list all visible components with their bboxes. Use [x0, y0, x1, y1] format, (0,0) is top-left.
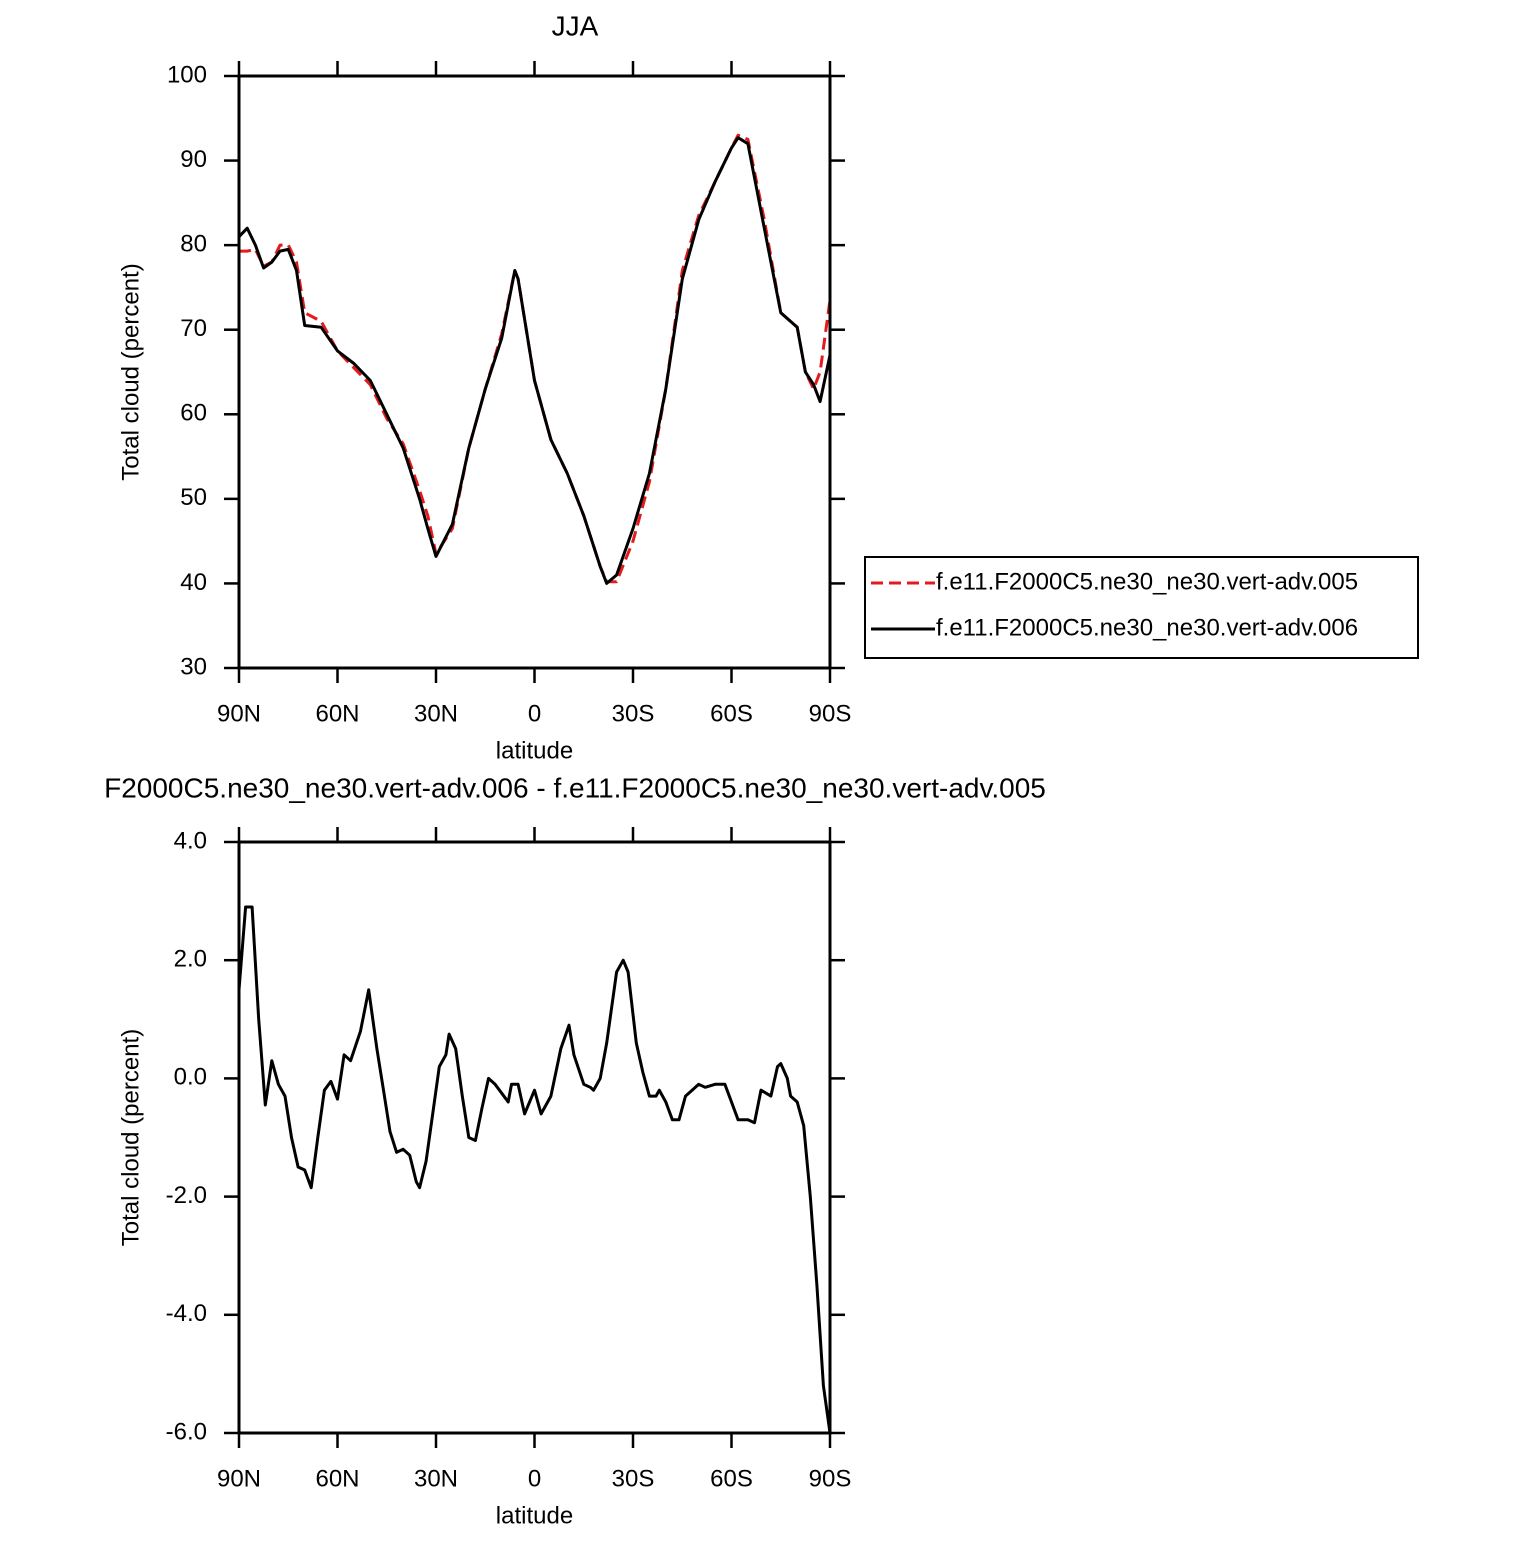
- x-tick-label: 60N: [315, 1465, 359, 1492]
- y-tick-label: 30: [180, 653, 207, 680]
- x-tick-label: 90S: [809, 700, 852, 727]
- x-axis-label: latitude: [496, 1502, 573, 1529]
- y-tick-label: 60: [180, 400, 207, 427]
- data-line: [239, 133, 832, 584]
- y-tick-label: -6.0: [166, 1418, 207, 1445]
- y-axis-label: Total cloud (percent): [117, 263, 144, 480]
- data-line: [237, 905, 832, 1434]
- y-axis-label: Total cloud (percent): [117, 1029, 144, 1246]
- legend-label: f.e11.F2000C5.ne30_ne30.vert-adv.005: [936, 568, 1358, 595]
- y-tick-label: 2.0: [174, 946, 207, 973]
- y-tick-label: 4.0: [174, 827, 207, 854]
- y-tick-label: 80: [180, 230, 207, 257]
- chart-title: JJA: [552, 10, 599, 41]
- legend-label: f.e11.F2000C5.ne30_ne30.vert-adv.006: [936, 614, 1358, 641]
- y-tick-label: 70: [180, 315, 207, 342]
- x-tick-label: 90N: [217, 700, 261, 727]
- chart-title: F2000C5.ne30_ne30.vert-adv.006 - f.e11.F…: [104, 772, 1046, 803]
- x-tick-label: 60N: [315, 700, 359, 727]
- x-tick-label: 0: [528, 1465, 541, 1492]
- y-tick-label: 100: [167, 61, 207, 88]
- y-tick-label: -2.0: [166, 1182, 207, 1209]
- x-tick-label: 90S: [809, 1465, 852, 1492]
- y-tick-label: -4.0: [166, 1300, 207, 1327]
- x-tick-label: 30S: [612, 700, 655, 727]
- x-axis-label: latitude: [496, 737, 573, 764]
- y-tick-label: 40: [180, 569, 207, 596]
- y-tick-label: 90: [180, 146, 207, 173]
- plot-frame: [237, 840, 832, 1435]
- x-tick-label: 30S: [612, 1465, 655, 1492]
- x-tick-label: 30N: [414, 1465, 458, 1492]
- legend-box: [864, 556, 1419, 659]
- x-tick-label: 90N: [217, 1465, 261, 1492]
- plot-frame: [237, 74, 832, 670]
- x-tick-label: 60S: [710, 700, 753, 727]
- x-tick-label: 30N: [414, 700, 458, 727]
- x-tick-label: 0: [528, 700, 541, 727]
- x-tick-label: 60S: [710, 1465, 753, 1492]
- data-line: [237, 136, 832, 585]
- y-tick-label: 0.0: [174, 1064, 207, 1091]
- y-tick-label: 50: [180, 484, 207, 511]
